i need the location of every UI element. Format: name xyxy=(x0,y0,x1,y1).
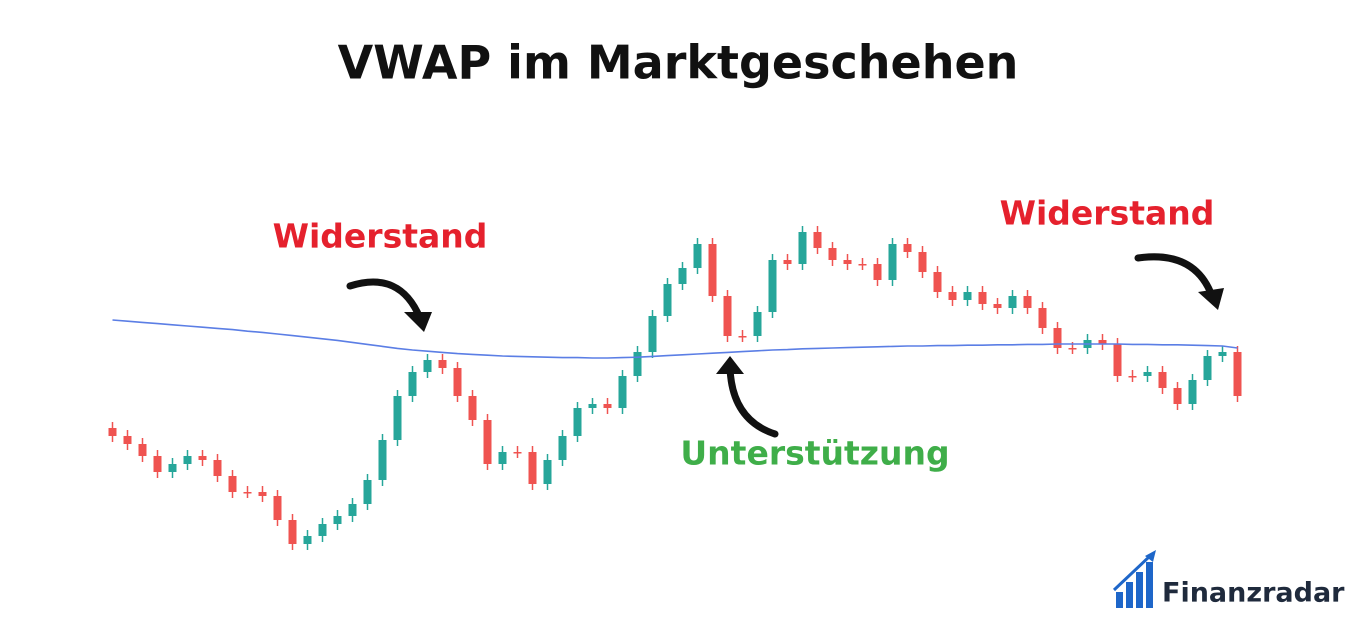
candle-body xyxy=(363,480,372,504)
logo-bar xyxy=(1116,592,1123,608)
logo-arrow xyxy=(1112,554,1152,592)
logo-text: Finanzradar xyxy=(1162,578,1345,609)
candle-body xyxy=(1203,356,1212,380)
candle-body xyxy=(978,292,987,304)
vwap-line xyxy=(112,319,1238,359)
candle-body xyxy=(228,476,237,492)
candle-body xyxy=(513,452,522,454)
candle-body xyxy=(198,456,207,460)
candle-body xyxy=(378,440,387,480)
candle-body xyxy=(288,520,297,544)
candle-body xyxy=(903,244,912,252)
arrow xyxy=(346,278,424,322)
candle-body xyxy=(1218,352,1227,356)
candle-body xyxy=(408,372,417,396)
candle-body xyxy=(1233,352,1242,396)
candle-body xyxy=(1053,328,1062,348)
candle-body xyxy=(558,436,567,460)
candle-body xyxy=(828,248,837,260)
candle-body xyxy=(873,264,882,280)
candle-body xyxy=(483,420,492,464)
candle-body xyxy=(723,296,732,336)
logo-arrow-head xyxy=(1145,550,1156,562)
arrow-head xyxy=(716,356,744,374)
candle-body xyxy=(618,376,627,408)
candle-body xyxy=(303,536,312,544)
candle-body xyxy=(183,456,192,464)
plot xyxy=(108,226,1242,550)
candle-body xyxy=(1098,340,1107,344)
candle-body xyxy=(153,456,162,472)
candle-body xyxy=(138,444,147,456)
candle-body xyxy=(963,292,972,300)
annotation: Widerstand xyxy=(273,217,488,256)
candle-body xyxy=(498,452,507,464)
candle-body xyxy=(108,428,117,436)
candle-body xyxy=(1173,388,1182,404)
candle-body xyxy=(858,264,867,266)
candle-body xyxy=(453,368,462,396)
candle-body xyxy=(843,260,852,264)
candle-body xyxy=(1068,348,1077,350)
candle-body xyxy=(933,272,942,292)
candle-body xyxy=(918,252,927,272)
candle-body xyxy=(333,516,342,524)
arrow xyxy=(1134,253,1216,300)
candle-body xyxy=(258,492,267,496)
logo-bar xyxy=(1146,562,1153,608)
candle-body xyxy=(948,292,957,300)
chart-title: VWAP im Marktgeschehen xyxy=(338,36,1019,90)
candle-body xyxy=(318,524,327,536)
logo-icon xyxy=(1112,550,1156,608)
candle-body xyxy=(213,460,222,476)
candle-body xyxy=(708,244,717,296)
candle-body xyxy=(738,336,747,338)
annotation: Widerstand xyxy=(1000,194,1215,233)
candle-body xyxy=(528,452,537,484)
arrow-head xyxy=(404,312,432,332)
candle-body xyxy=(573,408,582,436)
candle-body xyxy=(123,436,132,444)
arrow xyxy=(726,364,779,438)
logo-bar xyxy=(1126,582,1133,608)
candle-body xyxy=(603,404,612,408)
candle-body xyxy=(1188,380,1197,404)
candle-body xyxy=(678,268,687,284)
candle-body xyxy=(1023,296,1032,308)
arrow-head xyxy=(1198,288,1224,310)
candle-body xyxy=(1158,372,1167,388)
candle-body xyxy=(1128,376,1137,378)
candle-body xyxy=(633,352,642,376)
candle-body xyxy=(393,396,402,440)
candle-body xyxy=(1113,344,1122,376)
candle-body xyxy=(168,464,177,472)
arrow-heads xyxy=(404,288,1224,374)
candle-body xyxy=(348,504,357,516)
candle-body xyxy=(543,460,552,484)
candle-body xyxy=(588,404,597,408)
arrows xyxy=(346,253,1216,438)
candle-body xyxy=(993,304,1002,308)
candle-body xyxy=(243,492,252,494)
candle-body xyxy=(798,232,807,264)
candle-body xyxy=(813,232,822,248)
candle-body xyxy=(753,312,762,336)
annotation: Unterstützung xyxy=(680,434,949,473)
candle-body xyxy=(468,396,477,420)
candle-body xyxy=(693,244,702,268)
candle-body xyxy=(663,284,672,316)
candle-body xyxy=(1008,296,1017,308)
candle-body xyxy=(1038,308,1047,328)
candle-body xyxy=(768,260,777,312)
candle-body xyxy=(888,244,897,280)
candle-body xyxy=(783,260,792,264)
candle-body xyxy=(648,316,657,352)
candle-body xyxy=(423,360,432,372)
candle-body xyxy=(438,360,447,368)
candle-body xyxy=(1143,372,1152,376)
candle-body xyxy=(273,496,282,520)
logo-bar xyxy=(1136,572,1143,608)
